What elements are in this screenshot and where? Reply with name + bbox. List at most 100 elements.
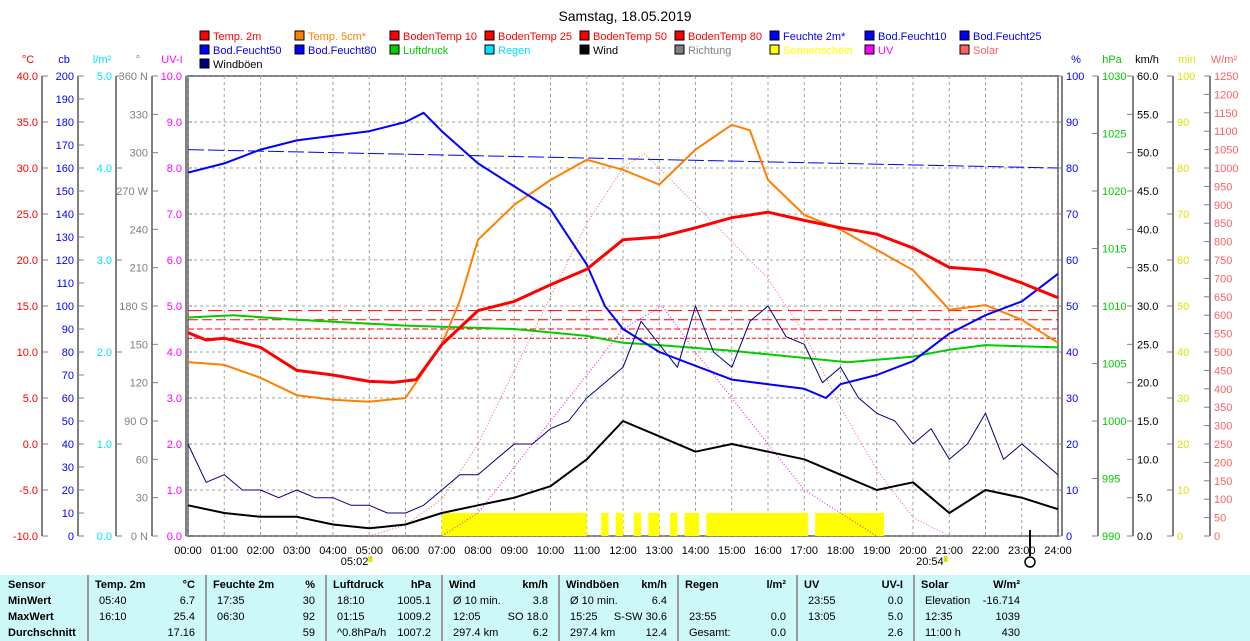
x-tick-label: 08:00 <box>464 545 492 557</box>
axis-tick-label: 160 <box>56 163 74 175</box>
x-tick-label: 11:00 <box>573 545 600 557</box>
table-cell-time: 16:10 <box>99 611 127 623</box>
axis-tick-label: 0.0 <box>1137 531 1152 543</box>
axis-tick-label: 1025 <box>1102 129 1126 141</box>
axis-tick-label: 5.0 <box>1137 493 1152 505</box>
sunshine-bar <box>706 513 808 536</box>
x-tick-label: 24:00 <box>1044 545 1072 557</box>
table-cell-value: 0.0 <box>770 627 786 639</box>
x-tick-label: 06:00 <box>392 545 420 557</box>
axis-unit-label: min <box>1178 54 1196 66</box>
table-header-4: Windböen <box>566 579 620 591</box>
axis-tick-label: 1100 <box>1214 126 1238 138</box>
x-tick-label: 22:00 <box>972 545 1000 557</box>
table-cell-value: 59 <box>302 627 315 639</box>
axis-tick-label: 995 <box>1102 474 1120 486</box>
axis-tick-label: 50.0 <box>1137 148 1158 160</box>
sunrise-label: 05:02 <box>341 556 369 568</box>
axis-tick-label: 30.0 <box>1137 301 1158 313</box>
table-header-sensor: Sensor <box>8 579 46 591</box>
x-tick-label: 05:00 <box>355 545 383 557</box>
series-line-uv <box>441 305 878 537</box>
sunshine-bar <box>601 513 609 536</box>
x-tick-label: 09:00 <box>500 545 528 557</box>
legend-swatch <box>199 30 210 41</box>
x-tick-label: 01:00 <box>210 545 238 557</box>
axis-unit-label: W/m² <box>1211 54 1238 66</box>
axis-unit-label: hPa <box>1102 54 1122 66</box>
table-cell-time: 13:05 <box>808 611 836 623</box>
axis-tick-label: 100 <box>1066 71 1084 83</box>
x-tick-label: 16:00 <box>754 545 782 557</box>
legend-swatch <box>959 44 970 55</box>
legend-swatch <box>674 30 685 41</box>
table-separator <box>325 575 327 641</box>
legend-item: Luftdruck <box>403 45 449 57</box>
axis-tick-label: 30 <box>1177 393 1189 405</box>
axis-tick-label: 4.0 <box>97 163 112 175</box>
legend-swatch <box>674 44 685 55</box>
series-line-feuchte-2m- <box>187 111 1059 399</box>
axis-tick-label: 1015 <box>1102 244 1126 256</box>
table-cell-time: 18:10 <box>337 595 365 607</box>
axis-tick-label: 90 <box>62 324 74 336</box>
axis-tick-label: 1000 <box>1214 163 1238 175</box>
axis-tick-label: 180 <box>56 117 74 129</box>
axis-tick-label: 120 <box>56 255 74 267</box>
axis-tick-label: 150 <box>1214 476 1232 488</box>
table-cell-value: 0.0 <box>887 595 903 607</box>
table-cell-time: ^0.8hPa/h <box>337 627 387 639</box>
table-separator <box>913 575 915 641</box>
legend-swatch <box>484 44 495 55</box>
table-cell-time: 297.4 km <box>570 627 616 639</box>
axis-tick-label: 70 <box>1066 209 1078 221</box>
legend-swatch <box>389 30 400 41</box>
table-cell-value: 6.7 <box>179 595 195 607</box>
axis-tick-label: 25.0 <box>1137 339 1158 351</box>
sunshine-bar <box>615 513 623 536</box>
legend-swatch <box>484 30 495 41</box>
legend-swatch <box>864 30 875 41</box>
axis-tick-label: 90 O <box>124 416 148 428</box>
x-tick-label: 12:00 <box>609 545 637 557</box>
legend-item: Bod.Feucht80 <box>308 45 377 57</box>
table-cell-time: 23:55 <box>808 595 836 607</box>
table-cell-value: 5.0 <box>887 611 903 623</box>
legend-swatch <box>294 30 305 41</box>
legend-item: Windböen <box>213 59 263 71</box>
axis-tick-label: 5.0 <box>23 393 38 405</box>
table-cell-value: 30 <box>302 595 315 607</box>
chart-title: Samstag, 18.05.2019 <box>558 8 691 24</box>
table-unit-0: °C <box>182 579 195 591</box>
axis-tick-label: 20.0 <box>1137 378 1158 390</box>
axis-tick-label: 0 N <box>131 531 148 543</box>
axis-tick-label: 700 <box>1214 273 1232 285</box>
series-line-solar <box>369 153 950 537</box>
table-header-3: Wind <box>449 579 476 591</box>
table-cell-value: 12.4 <box>645 627 667 639</box>
table-separator <box>796 575 798 641</box>
legend-swatch <box>769 44 780 55</box>
axis-unit-label: l/m² <box>93 54 112 66</box>
axis-tick-label: 300 <box>1214 421 1232 433</box>
axis-tick-label: -5.0 <box>19 485 38 497</box>
legend-item: Wind <box>593 45 618 57</box>
axis-tick-label: 1050 <box>1214 145 1238 157</box>
weather-chart: Samstag, 18.05.2019 00:00 01:00 02:00 03:00… <box>13 8 1239 568</box>
table-unit-1: % <box>305 579 315 591</box>
axis-tick-label: 150 <box>130 339 148 351</box>
axis-tick-label: 120 <box>130 378 148 390</box>
axis-unit-label: UV-I <box>161 54 182 66</box>
axis-tick-label: 1.0 <box>167 485 182 497</box>
axis-tick-label: 40 <box>1066 347 1078 359</box>
axis-tick-label: 20.0 <box>17 255 38 267</box>
table-cell-value: SO 18.0 <box>507 611 548 623</box>
legend-swatch <box>864 44 875 55</box>
x-tick-label: 10:00 <box>537 545 565 557</box>
table-cell-time: 11:00 h <box>925 627 961 639</box>
axis-tick-label: 30 <box>136 493 148 505</box>
table-cell-value: 92 <box>302 611 315 623</box>
sunset-label: 20:54 <box>916 556 944 568</box>
sunshine-bar <box>670 513 678 536</box>
axis-tick-label: 10 <box>1177 485 1189 497</box>
